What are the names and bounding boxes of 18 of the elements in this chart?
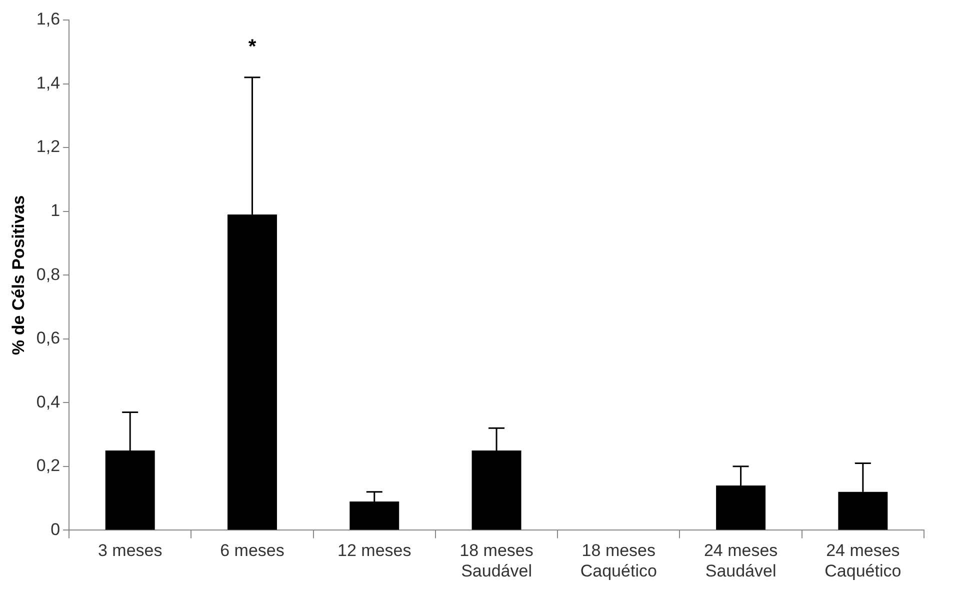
y-tick-label: 0,2: [36, 456, 60, 476]
x-tick-label: 18 meses Saudável: [460, 541, 534, 580]
y-tick-label: 0,4: [36, 392, 60, 412]
x-tick-label: 24 meses Caquético: [824, 541, 902, 580]
annotation: *: [248, 36, 256, 58]
y-tick-label: 1,4: [36, 73, 60, 92]
y-tick-label: 1,6: [36, 10, 60, 29]
y-tick-label: 0,8: [36, 264, 60, 284]
x-tick-label: 6 meses: [220, 541, 284, 560]
x-tick-label: 12 meses: [338, 541, 412, 560]
x-tick-label: 3 meses: [98, 541, 162, 560]
x-tick-label: 24 meses Saudável: [704, 541, 778, 580]
y-tick-label: 1,2: [36, 137, 60, 156]
y-axis-title: % de Céls Positivas: [8, 195, 28, 355]
y-tick-label: 0,6: [36, 328, 60, 348]
y-tick-label: 0: [50, 520, 60, 539]
y-tick-label: 1: [50, 201, 60, 220]
x-tick-label: 18 meses Caquético: [580, 541, 657, 580]
